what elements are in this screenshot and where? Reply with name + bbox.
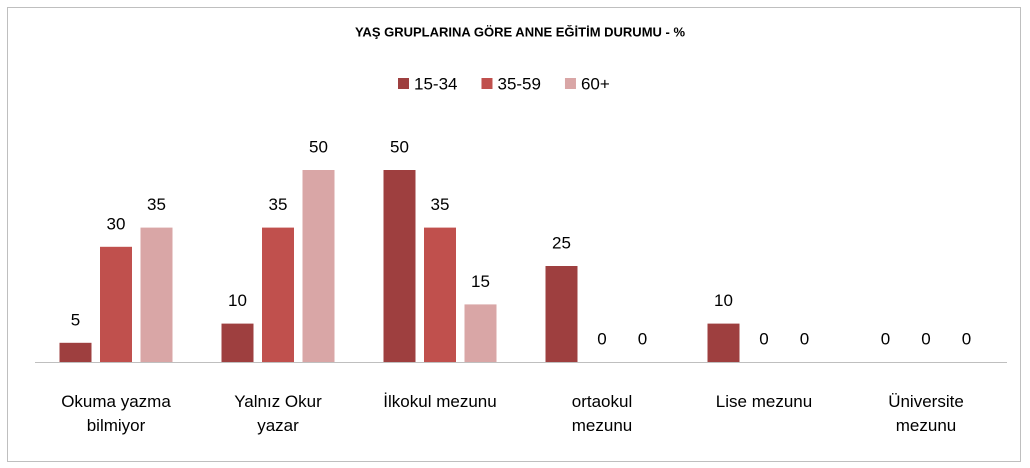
bar bbox=[140, 227, 173, 362]
bar bbox=[221, 323, 254, 362]
data-label: 50 bbox=[309, 137, 328, 156]
chart-border bbox=[7, 7, 1021, 462]
legend-label: 60+ bbox=[581, 74, 610, 93]
data-label: 35 bbox=[269, 195, 288, 214]
bar bbox=[707, 323, 740, 362]
bar bbox=[302, 170, 335, 362]
data-label: 0 bbox=[921, 329, 930, 348]
data-label: 0 bbox=[881, 329, 890, 348]
data-label: 0 bbox=[597, 329, 606, 348]
bar bbox=[383, 170, 416, 362]
legend-swatch bbox=[564, 78, 576, 89]
bar bbox=[59, 342, 92, 362]
data-label: 0 bbox=[962, 329, 971, 348]
x-tick-label: ortaokul mezunu bbox=[571, 392, 633, 435]
data-label: 10 bbox=[228, 291, 247, 310]
data-label: 30 bbox=[107, 214, 126, 233]
data-label: 0 bbox=[638, 329, 647, 348]
x-tick-label: Okuma yazma bilmiyor bbox=[61, 392, 171, 435]
legend-swatch bbox=[481, 78, 493, 89]
data-label: 10 bbox=[714, 291, 733, 310]
x-tick-label: Üniversite mezunu bbox=[888, 392, 964, 435]
bar bbox=[424, 227, 456, 362]
data-label: 35 bbox=[431, 195, 450, 214]
data-label: 0 bbox=[800, 329, 809, 348]
data-label: 35 bbox=[147, 195, 166, 214]
legend-label: 35-59 bbox=[497, 74, 540, 93]
data-label: 25 bbox=[552, 233, 571, 252]
data-label: 50 bbox=[390, 137, 409, 156]
x-tick-label: İlkokul mezunu bbox=[383, 392, 497, 411]
x-tick-label: Yalnız Okur yazar bbox=[234, 392, 322, 435]
bar bbox=[262, 227, 294, 362]
chart-title: YAŞ GRUPLARINA GÖRE ANNE EĞİTİM DURUMU -… bbox=[355, 24, 686, 39]
legend-swatch bbox=[398, 78, 409, 89]
legend-label: 15-34 bbox=[414, 74, 457, 93]
data-label: 0 bbox=[759, 329, 768, 348]
x-tick-label: Lise mezunu bbox=[715, 392, 813, 411]
data-label: 15 bbox=[471, 272, 490, 291]
data-label: 5 bbox=[71, 310, 80, 329]
bar bbox=[545, 266, 578, 362]
bar bbox=[464, 304, 497, 362]
bar bbox=[100, 246, 132, 362]
